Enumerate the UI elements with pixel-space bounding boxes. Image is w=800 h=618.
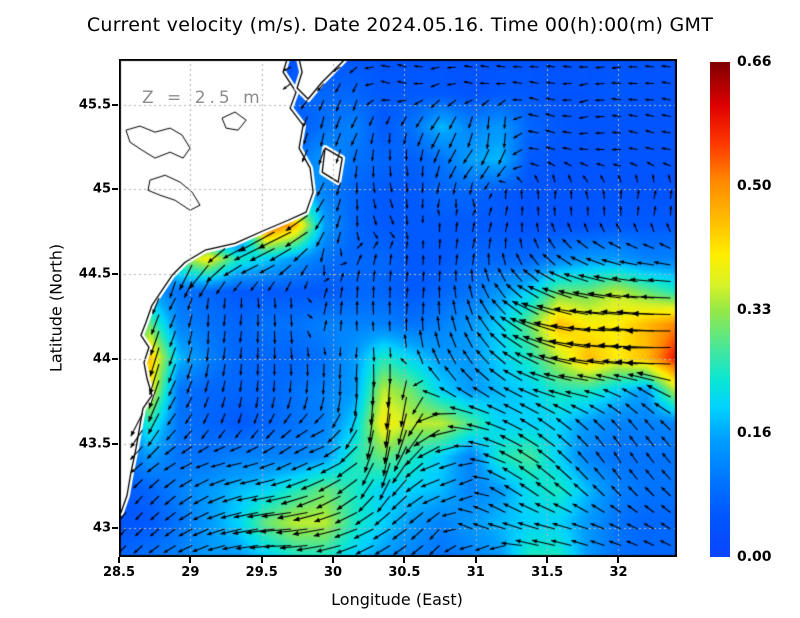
x-tick-label: 31.5 <box>531 565 564 580</box>
depth-annotation: Z = 2.5 m <box>142 88 264 108</box>
y-tick-mark <box>112 273 118 276</box>
x-tick-mark <box>260 557 263 563</box>
x-tick-label: 29 <box>181 565 200 580</box>
colorbar-tick-label: 0.66 <box>737 54 772 70</box>
y-tick-mark <box>112 442 118 445</box>
map-canvas <box>119 59 677 557</box>
x-tick-label: 32 <box>609 565 628 580</box>
colorbar-tick-label: 0.50 <box>737 177 772 194</box>
y-axis-label: Latitude (North) <box>46 243 66 373</box>
x-tick-mark <box>546 557 549 563</box>
x-tick-mark <box>332 557 335 563</box>
colorbar-tick-label: 0.33 <box>737 301 772 318</box>
x-tick-label: 29.5 <box>245 565 278 580</box>
y-tick-label: 43.5 <box>78 436 111 451</box>
x-tick-mark <box>189 557 192 563</box>
y-tick-mark <box>112 357 118 360</box>
y-tick-label: 43 <box>92 520 111 536</box>
y-tick-mark <box>112 103 118 106</box>
x-tick-mark <box>474 557 477 563</box>
colorbar-gradient <box>710 62 730 557</box>
y-tick-label: 44.5 <box>78 266 111 282</box>
x-tick-mark <box>118 557 120 563</box>
x-tick-label: 28.5 <box>102 565 136 580</box>
colorbar-tick-label: 0.16 <box>737 425 772 442</box>
x-axis-label: Longitude (East) <box>331 590 463 609</box>
y-tick-label: 44 <box>92 351 111 367</box>
y-tick-label: 45.5 <box>78 97 111 113</box>
x-tick-mark <box>403 557 406 563</box>
y-tick-label: 45 <box>92 181 111 197</box>
x-tick-label: 31 <box>466 565 485 580</box>
colorbar-tick-label: 0.00 <box>737 549 772 565</box>
chart-title: Current velocity (m/s). Date 2024.05.16.… <box>86 14 714 36</box>
x-tick-label: 30.5 <box>388 565 421 580</box>
y-tick-mark <box>112 527 118 530</box>
y-tick-mark <box>112 188 118 191</box>
x-tick-mark <box>617 557 620 563</box>
x-tick-label: 30 <box>324 565 343 580</box>
